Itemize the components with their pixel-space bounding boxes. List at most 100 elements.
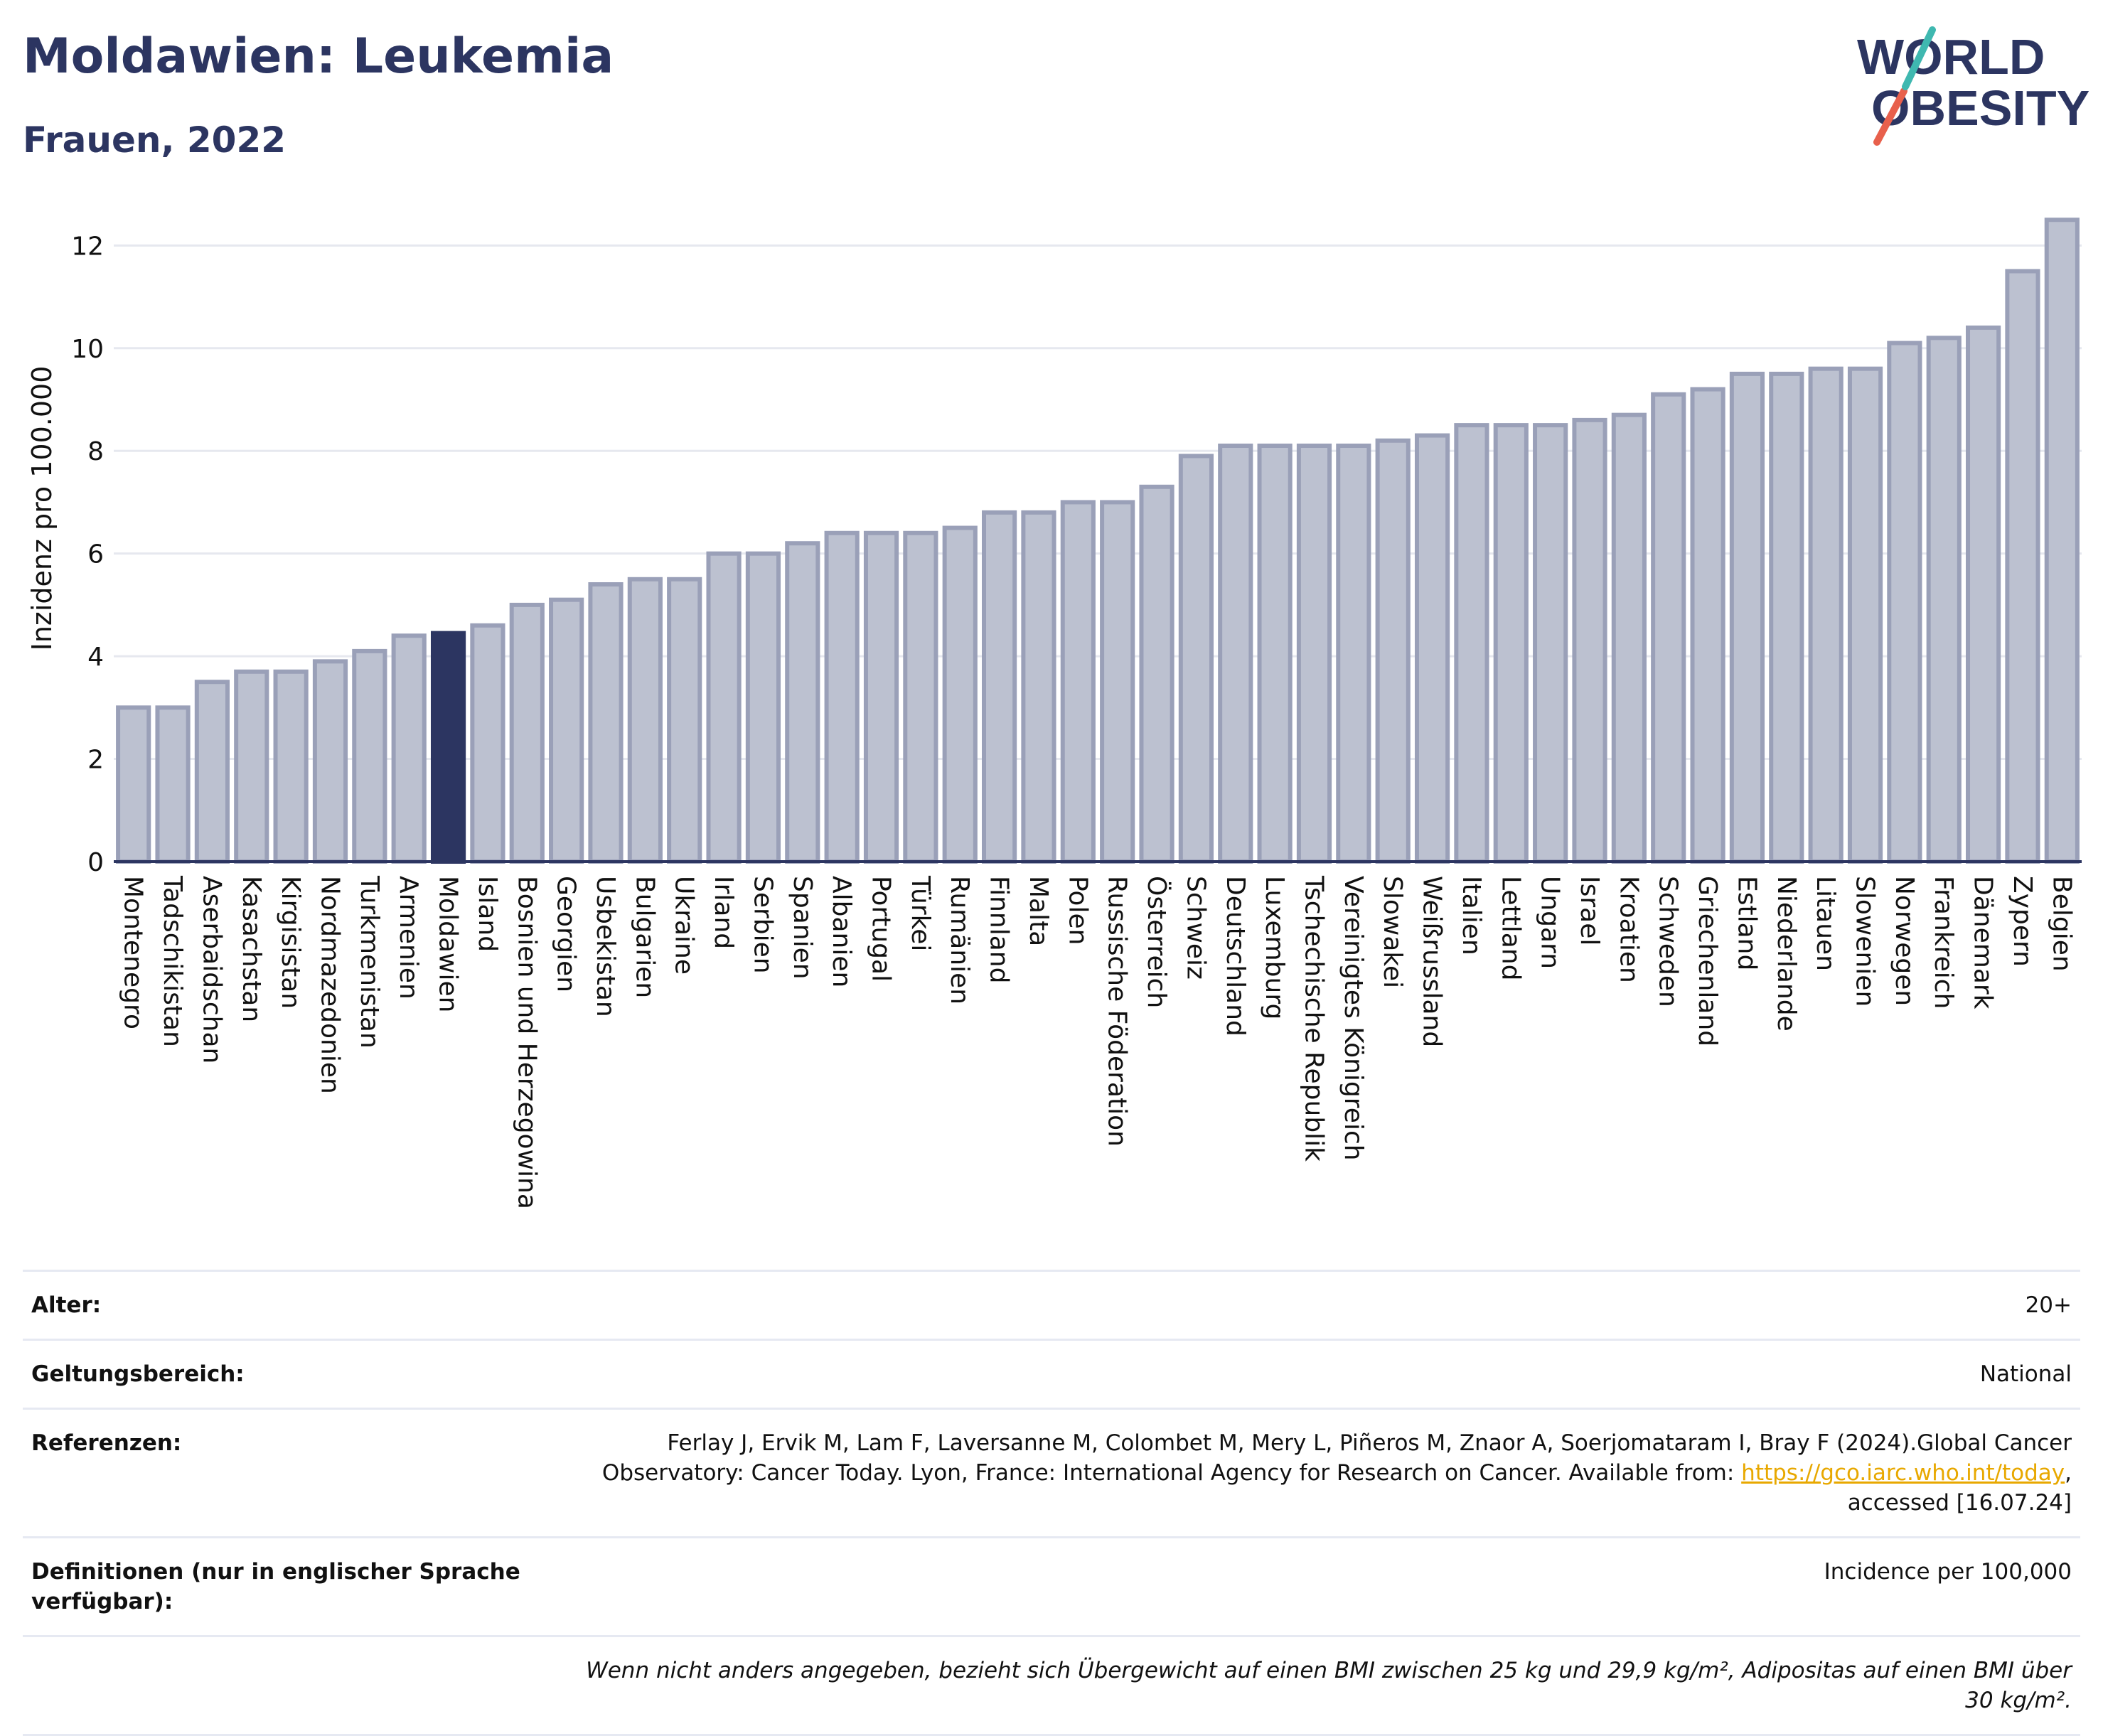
references-link[interactable]: https://gco.iarc.who.int/today <box>1741 1460 2065 1486</box>
x-tick-label: Ukraine <box>670 876 699 975</box>
logo-slash-red <box>1873 87 1907 146</box>
x-tick-label: Österreich <box>1142 876 1172 1008</box>
x-tick-label: Malta <box>1024 876 1053 946</box>
x-tick-label: Tschechische Republik <box>1299 875 1328 1162</box>
bar-irland <box>706 551 742 864</box>
x-tick-label: Kasachstan <box>237 876 266 1022</box>
x-tick-label: Griechenland <box>1693 876 1722 1046</box>
x-tick-label: Zypern <box>2008 876 2037 967</box>
bar-luxemburg <box>1257 444 1293 864</box>
page-title: Moldawien: Leukemia <box>23 28 614 85</box>
info-row-scope: Geltungsbereich: National <box>23 1339 2080 1408</box>
y-tick-label: 0 <box>87 848 104 877</box>
bar-georgien <box>549 597 584 864</box>
bar-lettland <box>1493 423 1529 864</box>
age-label: Alter: <box>31 1292 102 1318</box>
logo-line1: WORLD <box>1857 29 2045 85</box>
bar-layer <box>116 218 2080 864</box>
x-tick-label: Slowenien <box>1851 876 1880 1007</box>
bar-kirgisistan <box>273 669 309 864</box>
x-tick-label: Schweiz <box>1181 876 1210 980</box>
x-tick-label: Finnland <box>985 876 1014 983</box>
x-tick-label: Nordmazedonien <box>315 876 344 1094</box>
y-tick-label: 4 <box>87 643 104 672</box>
x-tick-label: Aserbaidschan <box>197 876 226 1063</box>
x-tick-label: Montenegro <box>119 876 148 1029</box>
bar-türkei <box>903 530 938 864</box>
bar-niederlande <box>1769 371 1804 864</box>
bar-estland <box>1729 371 1765 864</box>
references-text: Ferlay J, Ervik M, Lam F, Laversanne M, … <box>601 1430 2072 1486</box>
x-tick-label: Slowakei <box>1378 876 1407 988</box>
x-tick-label: Schweden <box>1654 876 1683 1007</box>
scope-value: National <box>1979 1361 2072 1387</box>
definitions-label: Definitionen (nur in englischer Sprache … <box>31 1559 520 1614</box>
references-value: Ferlay J, Ervik M, Lam F, Laversanne M, … <box>579 1428 2072 1518</box>
x-tick-label: Serbien <box>748 876 777 974</box>
x-tick-label: Irland <box>709 876 738 949</box>
page-subtitle: Frauen, 2022 <box>23 119 287 161</box>
x-tick-label: Portugal <box>867 876 896 982</box>
info-row-definitions: Definitionen (nur in englischer Sprache … <box>23 1536 2080 1635</box>
definitions-value: Incidence per 100,000 <box>1824 1559 2072 1585</box>
bar-vereinigtes-königreich <box>1336 444 1371 864</box>
x-tick-label: Bulgarien <box>630 876 659 998</box>
y-tick-label: 12 <box>71 232 104 261</box>
bar-schweiz <box>1178 454 1214 864</box>
x-tick-label: Israel <box>1575 876 1604 945</box>
bar-serbien <box>745 551 781 864</box>
bar-weißrussland <box>1414 433 1450 864</box>
bar-usbekistan <box>588 582 624 864</box>
x-tick-label: Dänemark <box>1969 876 1998 1009</box>
x-tick-label: Tadschikistan <box>158 875 187 1047</box>
bar-kroatien <box>1611 412 1647 864</box>
y-tick-label: 8 <box>87 437 104 466</box>
bar-armenien <box>391 633 427 864</box>
x-tick-label: Island <box>473 876 502 952</box>
bar-israel <box>1572 417 1607 864</box>
world-obesity-logo: WORLD OBESITY <box>1857 26 2089 146</box>
bar-slowenien <box>1847 366 1883 864</box>
x-tick-label: Ungarn <box>1536 876 1565 969</box>
x-tick-label: Norwegen <box>1890 876 1919 1006</box>
bar-kasachstan <box>234 669 269 864</box>
bar-tadschikistan <box>155 705 191 864</box>
y-tick-label: 2 <box>87 746 104 775</box>
bar-norwegen <box>1887 341 1922 864</box>
bar-moldawien <box>430 631 466 864</box>
x-tick-label: Weißrussland <box>1418 876 1447 1047</box>
scope-label: Geltungsbereich: <box>31 1361 245 1387</box>
bar-zypern <box>2005 269 2040 864</box>
x-tick-label: Kroatien <box>1614 876 1643 983</box>
bar-chart: 0 2 4 6 8 10 12 Montenegro Tadschikistan Aserbai… <box>26 218 2082 1209</box>
y-tick-label: 10 <box>71 335 104 364</box>
bar-montenegro <box>116 705 151 864</box>
x-tick-label: Deutschland <box>1221 876 1250 1036</box>
bar-ukraine <box>667 577 702 864</box>
x-tick-label: Estland <box>1732 876 1761 970</box>
x-tick-label: Türkei <box>906 875 935 951</box>
y-tick-label: 6 <box>87 540 104 569</box>
x-tick-label: Frankreich <box>1929 876 1958 1009</box>
footnote: Wenn nicht anders angegeben, bezieht sic… <box>586 1658 2072 1713</box>
bar-dänemark <box>1966 325 2001 864</box>
bar-deutschland <box>1218 444 1253 864</box>
bar-polen <box>1060 500 1096 864</box>
bar-ungarn <box>1533 423 1568 864</box>
bar-tschechische-republik <box>1296 444 1332 864</box>
bar-bulgarien <box>627 577 663 864</box>
x-tick-label: Albanien <box>827 876 856 987</box>
bar-rumänien <box>942 525 978 864</box>
x-tick-label: Bosnien und Herzegowina <box>512 876 541 1209</box>
bar-albanien <box>824 530 860 864</box>
bar-finnland <box>982 510 1017 864</box>
age-value: 20+ <box>2025 1292 2072 1318</box>
logo-line2: OBESITY <box>1871 80 2089 136</box>
x-tick-label: Italien <box>1457 876 1486 955</box>
x-tick-label: Luxemburg <box>1260 876 1289 1019</box>
info-row-references: Referenzen: Ferlay J, Ervik M, Lam F, La… <box>23 1408 2080 1536</box>
bar-österreich <box>1139 484 1174 864</box>
x-tick-label: Niederlande <box>1772 876 1801 1032</box>
bar-bosnien-und-herzegowina <box>509 602 545 864</box>
bar-spanien <box>785 541 820 864</box>
